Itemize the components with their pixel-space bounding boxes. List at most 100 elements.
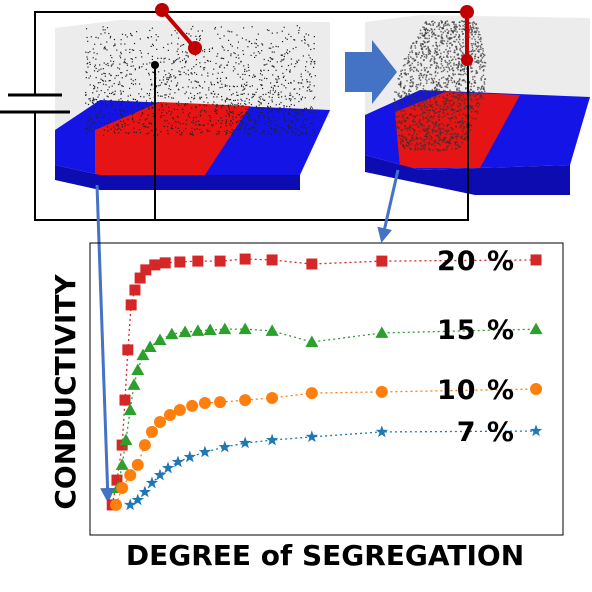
- particle: [290, 98, 292, 100]
- particle: [147, 126, 149, 128]
- point: [124, 469, 137, 482]
- particle: [465, 131, 467, 134]
- particle: [465, 92, 467, 95]
- particle: [91, 99, 94, 102]
- particle: [402, 109, 405, 112]
- particle: [230, 94, 233, 96]
- particle: [243, 65, 245, 67]
- particle: [183, 43, 185, 46]
- particle: [187, 74, 190, 76]
- particle: [210, 116, 212, 119]
- particle: [454, 142, 457, 144]
- particle: [228, 113, 230, 115]
- particle: [438, 35, 440, 37]
- particle: [455, 95, 458, 98]
- particle: [193, 95, 196, 97]
- particle: [456, 97, 459, 99]
- particle: [434, 141, 437, 143]
- particle: [245, 111, 248, 113]
- particle: [260, 103, 262, 105]
- particle: [232, 70, 234, 72]
- particle: [259, 132, 262, 134]
- particle: [434, 75, 437, 77]
- point: [239, 436, 252, 449]
- particle: [268, 29, 270, 32]
- particle: [414, 47, 417, 49]
- particle: [434, 61, 436, 64]
- particle: [248, 102, 250, 104]
- particle: [169, 77, 171, 79]
- particle: [419, 114, 421, 117]
- particle: [462, 42, 464, 44]
- particle: [261, 49, 263, 52]
- particle: [251, 109, 253, 111]
- particle: [157, 134, 159, 136]
- particle: [476, 46, 479, 48]
- particle: [187, 69, 189, 71]
- particle: [97, 87, 99, 89]
- particle: [474, 82, 477, 84]
- particle: [458, 83, 460, 85]
- particle: [150, 36, 153, 38]
- particle: [459, 126, 461, 129]
- particle: [445, 142, 447, 144]
- particle: [442, 141, 444, 143]
- particle: [474, 110, 476, 113]
- particle: [440, 70, 443, 73]
- particle: [403, 92, 406, 95]
- particle: [184, 93, 186, 95]
- particle: [441, 127, 443, 129]
- particle: [273, 120, 275, 122]
- point: [125, 299, 137, 311]
- particle: [104, 29, 106, 31]
- particle: [216, 104, 218, 107]
- particle: [420, 48, 423, 50]
- particle: [470, 105, 472, 107]
- particle: [247, 46, 249, 48]
- particle: [442, 109, 445, 111]
- particle: [429, 119, 431, 122]
- particle: [445, 48, 447, 51]
- particle: [135, 131, 137, 134]
- particle: [110, 54, 112, 57]
- particle: [99, 64, 101, 66]
- particle: [398, 121, 400, 124]
- particle: [151, 101, 154, 104]
- particle: [470, 71, 473, 73]
- particle: [439, 92, 441, 95]
- particle: [147, 114, 149, 116]
- particle: [275, 45, 277, 48]
- particle: [287, 125, 289, 127]
- particle: [93, 122, 95, 124]
- particle: [471, 67, 473, 69]
- particle: [446, 94, 449, 96]
- particle: [411, 136, 413, 139]
- particle: [443, 139, 445, 142]
- particle: [150, 45, 152, 48]
- particle: [459, 136, 462, 138]
- particle: [443, 25, 445, 28]
- particle: [426, 142, 429, 144]
- particle: [416, 144, 418, 146]
- particle: [177, 48, 179, 50]
- particle: [139, 119, 141, 121]
- particle: [455, 38, 458, 41]
- particle: [420, 138, 423, 140]
- particle: [281, 65, 283, 68]
- particle: [246, 81, 248, 83]
- particle: [215, 133, 218, 135]
- particle: [432, 128, 434, 131]
- particle: [263, 130, 265, 132]
- particle: [140, 95, 142, 98]
- particle: [207, 123, 209, 125]
- particle: [104, 46, 106, 48]
- particle: [436, 53, 438, 56]
- particle: [433, 110, 435, 112]
- particle: [291, 120, 293, 122]
- particle: [199, 104, 201, 106]
- particle: [93, 84, 95, 87]
- particle: [406, 94, 408, 97]
- particle: [190, 107, 193, 109]
- particle: [441, 86, 443, 89]
- particle: [89, 98, 91, 100]
